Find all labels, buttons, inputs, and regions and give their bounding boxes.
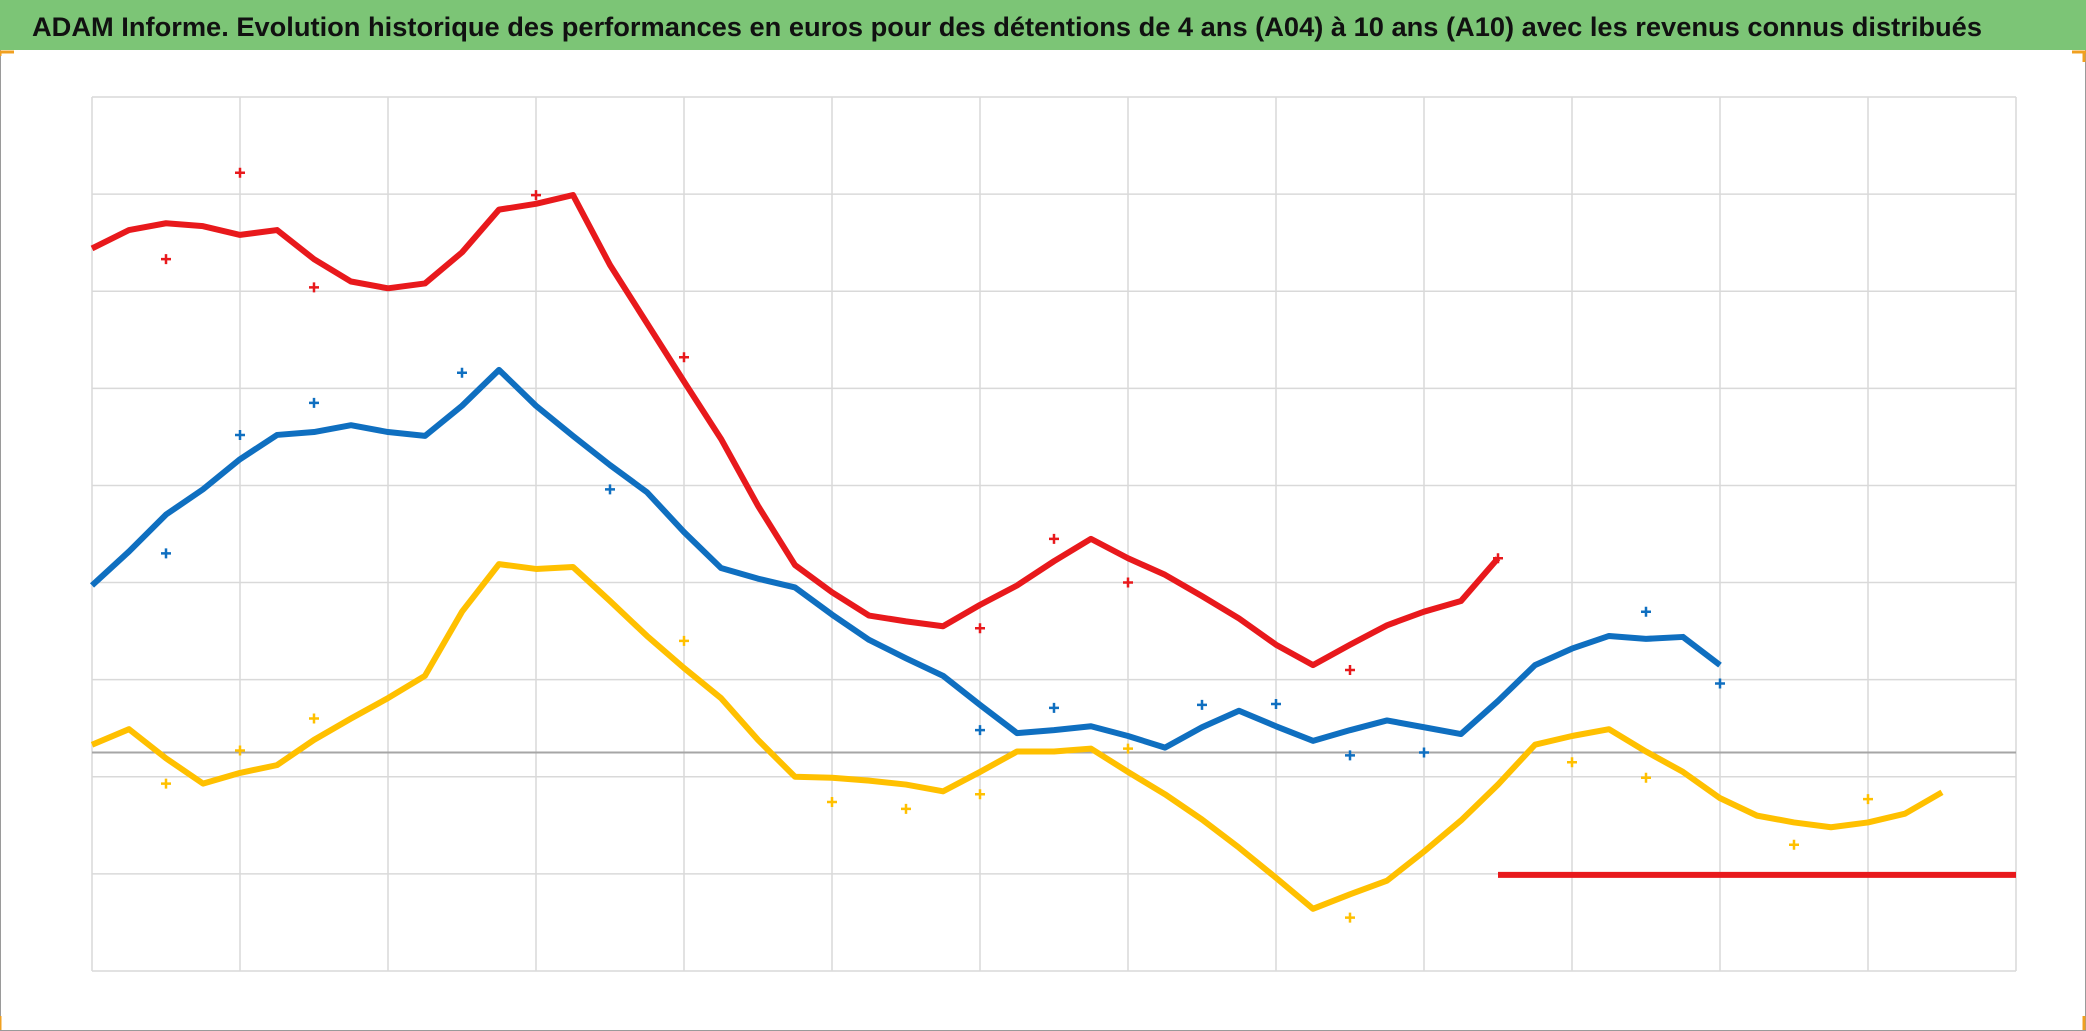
line [90, 561, 1944, 912]
point [309, 713, 319, 724]
point [1197, 699, 1207, 710]
point [827, 797, 837, 808]
point [1419, 747, 1429, 758]
point [1641, 772, 1651, 783]
point [235, 167, 245, 178]
point [975, 789, 985, 800]
point [605, 484, 615, 495]
point [457, 367, 467, 378]
point [161, 254, 171, 265]
point [679, 635, 689, 646]
point [309, 397, 319, 408]
chart-title: ADAM Informe. Evolution historique des p… [32, 12, 1982, 42]
point [1345, 750, 1355, 761]
point [309, 282, 319, 293]
line [89, 366, 1722, 751]
title-bar [0, 0, 2086, 50]
point [531, 190, 541, 201]
point [1789, 839, 1799, 850]
point [1345, 912, 1355, 923]
plot-area [89, 96, 2017, 972]
point [1567, 757, 1577, 768]
point [1123, 577, 1133, 588]
point [1123, 743, 1133, 754]
point [235, 745, 245, 756]
point [1715, 678, 1725, 689]
point [1049, 702, 1059, 713]
point [975, 725, 985, 736]
point [1271, 698, 1281, 709]
point [679, 352, 689, 363]
point [1049, 533, 1059, 544]
point [1641, 606, 1651, 617]
point [1493, 553, 1503, 564]
corner-marks [0, 50, 2086, 1030]
line [90, 192, 1501, 669]
point [235, 429, 245, 440]
point [901, 803, 911, 814]
point [1345, 664, 1355, 675]
point [1863, 794, 1873, 805]
point [161, 548, 171, 559]
point [161, 778, 171, 789]
point [975, 623, 985, 634]
